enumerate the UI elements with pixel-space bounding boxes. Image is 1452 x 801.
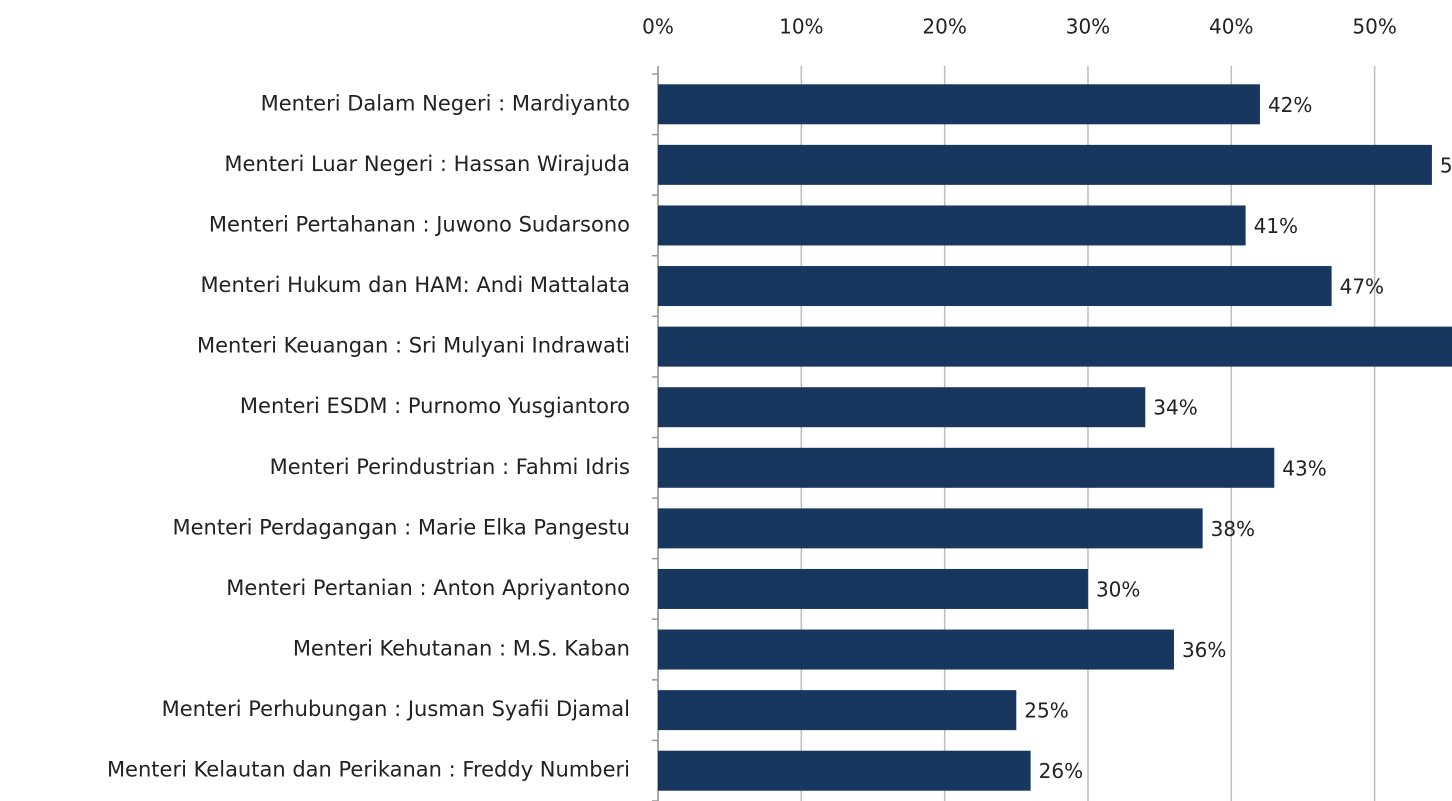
y-tick-label: Menteri Perdagangan : Marie Elka Pangest… (172, 515, 630, 539)
value-label: 36% (1182, 638, 1226, 662)
bar (658, 205, 1246, 246)
value-label: 30% (1096, 577, 1140, 601)
value-label: 42% (1268, 93, 1312, 117)
y-tick-label: Menteri Pertanian : Anton Apriyantono (226, 576, 630, 600)
y-tick-label: Menteri Kehutanan : M.S. Kaban (293, 637, 630, 661)
bar (658, 629, 1174, 670)
y-tick-label: Menteri ESDM : Purnomo Yusgiantoro (240, 394, 630, 418)
value-label: 43% (1282, 456, 1326, 480)
y-tick-label: Menteri Hukum dan HAM: Andi Mattalata (200, 273, 630, 297)
bar (658, 750, 1031, 791)
bar (658, 447, 1275, 488)
y-tick-label: Menteri Perhubungan : Jusman Syafii Djam… (162, 697, 630, 721)
y-tick-label: Menteri Kelautan dan Perikanan : Freddy … (107, 758, 630, 782)
y-tick-label: Menteri Keuangan : Sri Mulyani Indrawati (197, 334, 630, 358)
bar (658, 84, 1260, 125)
bar (658, 144, 1432, 185)
value-label: 26% (1039, 759, 1083, 783)
value-label: 38% (1211, 517, 1255, 541)
x-tick-label: 10% (779, 15, 823, 39)
x-tick-label: 50% (1352, 15, 1396, 39)
bar (658, 326, 1452, 367)
value-label: 41% (1254, 214, 1298, 238)
bar (658, 568, 1088, 609)
value-label: 47% (1340, 275, 1384, 299)
x-tick-label: 20% (922, 15, 966, 39)
bar (658, 508, 1203, 549)
bar (658, 690, 1017, 731)
x-tick-label: 40% (1209, 15, 1253, 39)
y-tick-label: Menteri Perindustrian : Fahmi Idris (270, 455, 630, 479)
y-tick-label: Menteri Dalam Negeri : Mardiyanto (261, 91, 630, 115)
value-label: 54% (1440, 153, 1452, 177)
x-tick-label: 0% (642, 15, 674, 39)
bar (658, 387, 1146, 428)
value-label: 25% (1024, 699, 1068, 723)
y-tick-label: Menteri Pertahanan : Juwono Sudarsono (209, 212, 630, 236)
x-tick-label: 30% (1066, 15, 1110, 39)
bar (658, 266, 1332, 307)
value-label: 34% (1153, 396, 1197, 420)
y-tick-label: Menteri Luar Negeri : Hassan Wirajuda (224, 152, 630, 176)
